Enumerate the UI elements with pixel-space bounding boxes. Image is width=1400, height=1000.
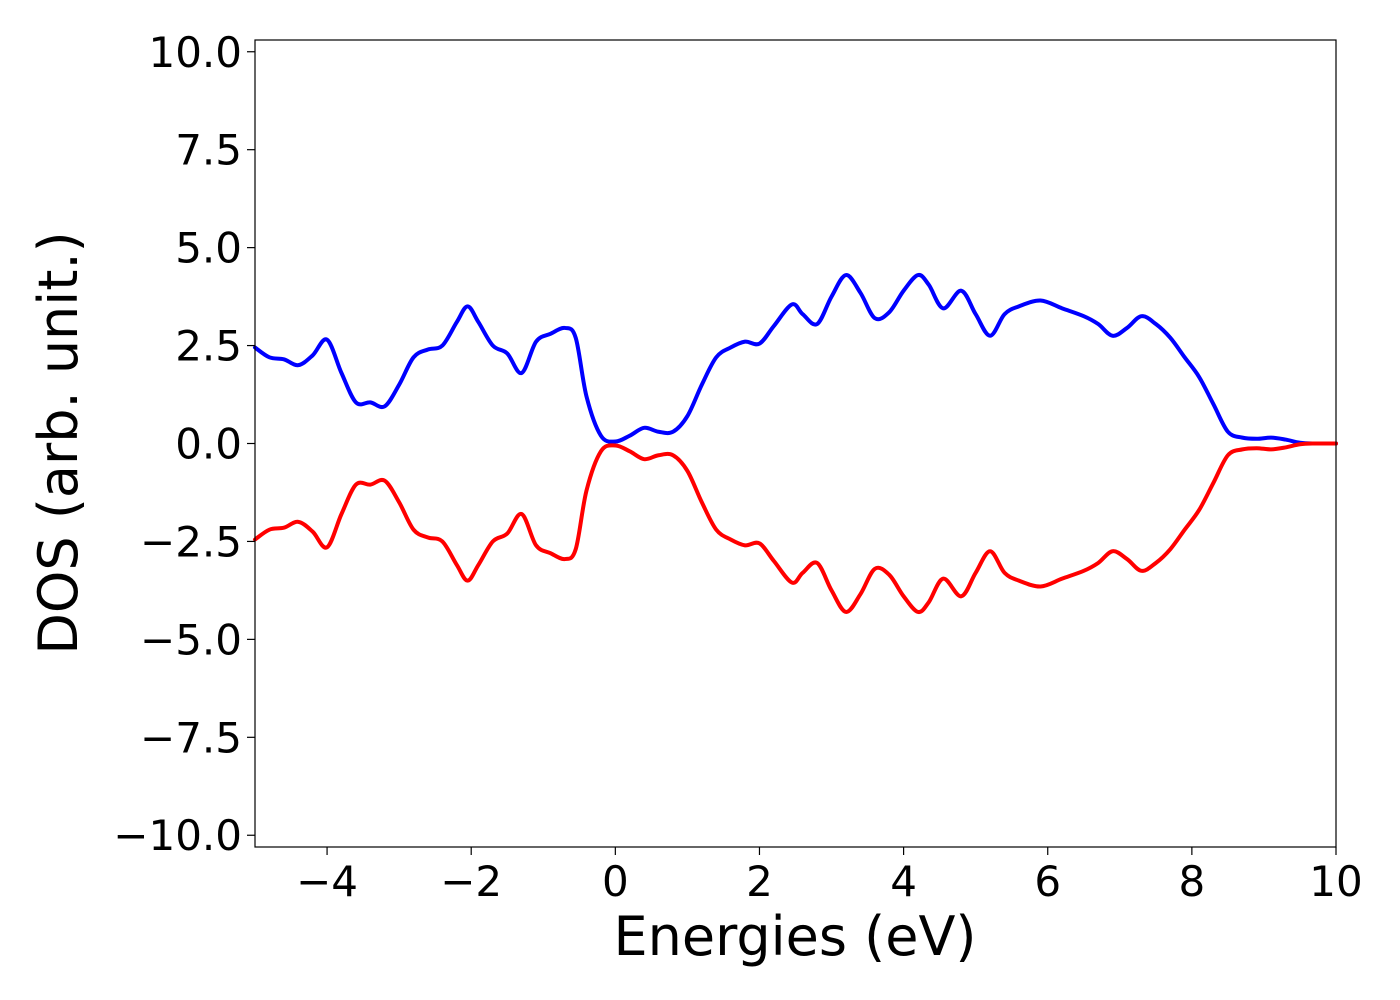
- y-axis-title: DOS (arb. unit.): [27, 231, 90, 654]
- series-line-positive: [253, 272, 1338, 446]
- x-tick-label: −4: [296, 857, 358, 906]
- x-tick-label: 8: [1178, 857, 1205, 906]
- series-layer: [253, 272, 1338, 615]
- x-tick-label: 2: [746, 857, 773, 906]
- x-axis-title: Energies (eV): [614, 905, 977, 968]
- y-tick-label: 10.0: [148, 28, 242, 77]
- x-axis: −4 −2 0 2 4 6 8 10: [296, 847, 1363, 906]
- x-tick-label: 6: [1034, 857, 1061, 906]
- x-tick-label: −2: [440, 857, 502, 906]
- y-tick-label: 7.5: [175, 126, 242, 175]
- x-tick-label: 0: [602, 857, 629, 906]
- x-tick-label: 4: [890, 857, 917, 906]
- y-tick-label: −2.5: [140, 517, 242, 566]
- y-tick-label: −5.0: [140, 615, 242, 664]
- y-tick-label: 5.0: [175, 224, 242, 273]
- y-tick-label: 2.5: [175, 322, 242, 371]
- y-tick-label: −10.0: [113, 811, 242, 860]
- series-line-negative: [253, 441, 1338, 615]
- y-tick-label: 0.0: [175, 420, 242, 469]
- y-axis: 10.0 7.5 5.0 2.5 0.0 −2.5 −5.0 −7.5 −10.0: [113, 28, 255, 860]
- x-tick-label: 10: [1309, 857, 1362, 906]
- y-tick-label: −7.5: [140, 713, 242, 762]
